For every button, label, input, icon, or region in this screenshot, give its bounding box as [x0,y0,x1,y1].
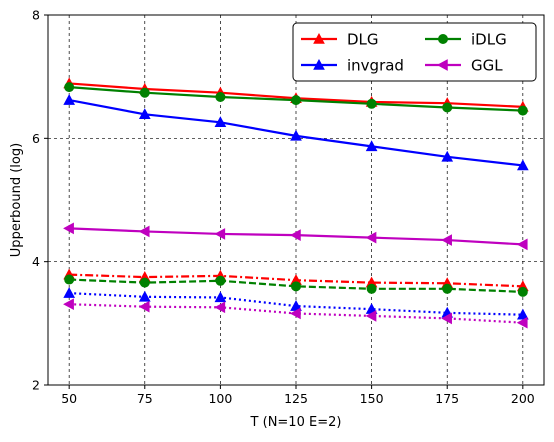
x-tick-label: 100 [208,391,232,406]
legend-marker [313,32,325,44]
series-6 [64,274,528,297]
data-point [442,102,453,113]
x-tick-label: 200 [511,391,535,406]
y-tick-label: 8 [32,8,40,23]
x-axis-label: T (N=10 E=2) [250,415,342,430]
data-point [63,94,76,105]
data-point [139,277,150,288]
y-tick-label: 2 [32,378,40,393]
series-3 [63,94,529,171]
data-point [138,225,150,238]
data-point [64,274,75,285]
data-point [289,229,301,241]
data-point [366,283,377,294]
series-7 [63,287,529,320]
legend-marker [313,58,325,70]
data-point [64,82,75,93]
data-point [516,308,529,320]
data-point [291,281,301,292]
data-point [139,87,150,98]
legend: DLG iDLG invgrad GGL [292,22,537,82]
data-point [290,129,302,141]
data-point [63,298,74,311]
data-point [516,159,529,171]
series-4 [63,222,528,251]
data-point [441,150,454,162]
data-point [214,116,227,128]
data-point [366,98,377,109]
data-point [365,231,377,244]
data-point [442,283,453,294]
data-point [516,238,528,251]
data-point [441,234,452,246]
data-point [63,222,74,235]
data-point [215,275,226,286]
x-tick-label: 125 [284,391,308,406]
x-tick-label: 150 [360,391,384,406]
legend-marker [438,34,448,44]
x-tick-label: 75 [137,391,153,406]
data-point [365,140,378,152]
y-tick-label: 6 [32,131,40,146]
legend-label: DLG [347,31,379,49]
data-point [516,316,528,329]
data-point [214,291,227,303]
x-tick-label: 175 [435,391,459,406]
data-point [365,310,377,322]
series-2 [64,82,528,116]
series-layer [63,77,529,329]
x-tick-label: 50 [61,391,77,406]
data-point [214,301,226,314]
data-point [63,287,76,298]
legend-box [292,22,537,82]
data-point [441,312,452,325]
data-point [517,105,528,116]
legend-label: GGL [471,57,503,75]
data-point [215,92,226,103]
y-tick-label: 4 [32,254,40,269]
data-point [517,286,528,297]
y-axis-label: Upperbound (log) [9,143,24,257]
data-point [291,95,301,106]
tick-layer: 50 75 100 125 150 175 200 2 4 6 8 [32,8,535,407]
data-point [214,228,226,240]
legend-label: iDLG [471,31,507,49]
legend-label: invgrad [347,57,404,75]
data-point [138,290,151,302]
data-point [289,307,301,320]
legend-marker [436,59,448,71]
data-point [138,300,150,313]
series-8 [63,298,528,329]
data-point [138,108,151,120]
